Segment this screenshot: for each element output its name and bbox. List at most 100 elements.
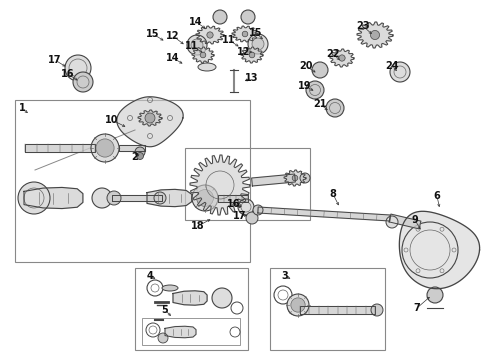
Text: 4: 4 xyxy=(147,271,153,281)
Circle shape xyxy=(73,72,93,92)
Text: 12: 12 xyxy=(166,31,180,41)
Text: 22: 22 xyxy=(326,49,340,59)
Circle shape xyxy=(370,31,380,40)
Circle shape xyxy=(339,55,345,61)
Circle shape xyxy=(242,31,248,37)
Circle shape xyxy=(107,191,121,205)
Circle shape xyxy=(18,182,50,214)
Circle shape xyxy=(145,113,155,123)
Text: 21: 21 xyxy=(313,99,327,109)
Circle shape xyxy=(386,216,398,228)
Circle shape xyxy=(288,301,302,315)
Text: 8: 8 xyxy=(330,189,337,199)
Circle shape xyxy=(91,134,119,162)
Circle shape xyxy=(326,99,344,117)
Circle shape xyxy=(158,333,168,343)
Polygon shape xyxy=(330,49,354,67)
Circle shape xyxy=(154,192,166,204)
Polygon shape xyxy=(117,97,183,147)
Text: 16: 16 xyxy=(61,69,75,79)
Polygon shape xyxy=(300,306,375,314)
Circle shape xyxy=(196,190,214,206)
Text: 11: 11 xyxy=(185,41,199,51)
Circle shape xyxy=(253,205,263,215)
Text: 13: 13 xyxy=(245,73,259,83)
Ellipse shape xyxy=(162,285,178,291)
Circle shape xyxy=(390,62,410,82)
Polygon shape xyxy=(399,211,480,289)
Text: 23: 23 xyxy=(356,21,370,31)
Circle shape xyxy=(65,55,91,81)
Circle shape xyxy=(200,52,206,58)
Text: 11: 11 xyxy=(222,35,236,45)
Polygon shape xyxy=(252,174,295,186)
Text: 10: 10 xyxy=(105,115,119,125)
Circle shape xyxy=(187,35,207,55)
Circle shape xyxy=(300,173,310,183)
Circle shape xyxy=(96,139,114,157)
Polygon shape xyxy=(165,326,196,338)
Circle shape xyxy=(371,304,383,316)
Text: 24: 24 xyxy=(385,61,399,71)
Polygon shape xyxy=(241,47,263,63)
Text: 14: 14 xyxy=(189,17,203,27)
Circle shape xyxy=(191,39,203,51)
Circle shape xyxy=(287,294,309,316)
Bar xyxy=(135,268,248,350)
Circle shape xyxy=(427,287,443,303)
Circle shape xyxy=(192,185,218,211)
Polygon shape xyxy=(112,195,162,201)
Polygon shape xyxy=(357,22,393,48)
Polygon shape xyxy=(218,194,248,202)
Text: 14: 14 xyxy=(166,53,180,63)
Polygon shape xyxy=(190,155,250,215)
Circle shape xyxy=(291,298,305,312)
Text: 1: 1 xyxy=(19,103,25,113)
Text: 5: 5 xyxy=(162,305,169,315)
Text: 15: 15 xyxy=(146,29,160,39)
Text: 12: 12 xyxy=(237,47,251,57)
Text: 19: 19 xyxy=(298,81,312,91)
Circle shape xyxy=(207,32,213,38)
Circle shape xyxy=(246,212,258,224)
Text: 17: 17 xyxy=(233,211,247,221)
Circle shape xyxy=(292,175,298,181)
Polygon shape xyxy=(25,144,95,152)
Circle shape xyxy=(312,62,328,78)
Bar xyxy=(270,268,385,350)
Bar xyxy=(15,100,250,262)
Circle shape xyxy=(306,81,324,99)
Text: 16: 16 xyxy=(227,199,241,209)
Polygon shape xyxy=(147,189,192,207)
Polygon shape xyxy=(24,188,83,208)
Polygon shape xyxy=(138,110,162,126)
Polygon shape xyxy=(119,145,145,151)
Text: 6: 6 xyxy=(434,191,441,201)
Text: 15: 15 xyxy=(249,28,263,38)
Polygon shape xyxy=(284,170,306,186)
Text: 2: 2 xyxy=(132,152,138,162)
Polygon shape xyxy=(232,26,258,42)
Text: 18: 18 xyxy=(191,221,205,231)
Circle shape xyxy=(212,288,232,308)
Text: 20: 20 xyxy=(299,61,313,71)
Bar xyxy=(142,318,240,345)
Ellipse shape xyxy=(198,63,216,71)
Circle shape xyxy=(147,115,153,121)
Polygon shape xyxy=(192,47,214,63)
Circle shape xyxy=(238,199,254,215)
Circle shape xyxy=(252,38,264,50)
Circle shape xyxy=(248,34,268,54)
Circle shape xyxy=(137,153,144,159)
Polygon shape xyxy=(173,291,207,305)
Circle shape xyxy=(135,147,145,157)
Bar xyxy=(185,148,310,220)
Circle shape xyxy=(92,188,112,208)
Text: 9: 9 xyxy=(412,215,418,225)
Text: 17: 17 xyxy=(48,55,62,65)
Circle shape xyxy=(213,10,227,24)
Circle shape xyxy=(249,52,255,58)
Circle shape xyxy=(241,10,255,24)
Polygon shape xyxy=(196,26,224,44)
Polygon shape xyxy=(258,207,390,221)
